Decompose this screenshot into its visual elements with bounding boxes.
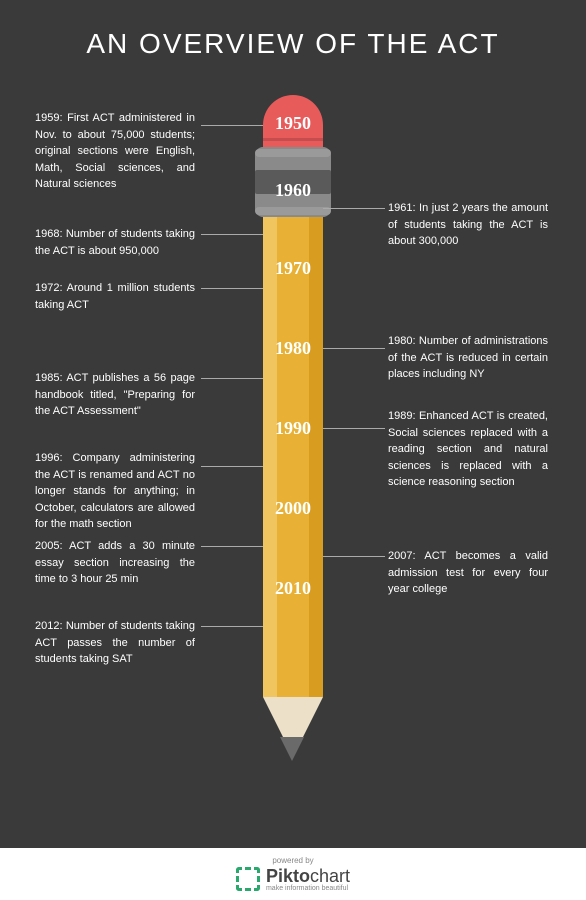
powered-by-label: powered by <box>272 856 313 865</box>
timeline-event: 2007: ACT becomes a valid admission test… <box>388 548 548 598</box>
connector-line <box>201 546 263 547</box>
connector-line <box>201 288 263 289</box>
connector-line <box>201 234 263 235</box>
decade-label: 1990 <box>263 418 323 439</box>
timeline-event: 1989: Enhanced ACT is created, Social sc… <box>388 408 548 491</box>
connector-line <box>201 125 263 126</box>
decade-label: 1950 <box>263 113 323 134</box>
decade-label: 2000 <box>263 498 323 519</box>
decade-label: 1980 <box>263 338 323 359</box>
connector-line <box>323 428 385 429</box>
timeline-event: 2012: Number of students taking ACT pass… <box>35 618 195 668</box>
connector-line <box>323 208 385 209</box>
brand-tagline: make information beautiful <box>266 885 350 892</box>
timeline-event: 1959: First ACT administered in Nov. to … <box>35 110 195 193</box>
connector-line <box>201 378 263 379</box>
connector-line <box>323 556 385 557</box>
brand: Piktochart make information beautiful <box>236 866 350 892</box>
decade-label: 2010 <box>263 578 323 599</box>
timeline-event: 1985: ACT publishes a 56 page handbook t… <box>35 370 195 420</box>
decade-label: 1960 <box>263 180 323 201</box>
connector-line <box>201 466 263 467</box>
page-title: AN OVERVIEW OF THE ACT <box>0 0 586 60</box>
timeline-event: 1968: Number of students taking the ACT … <box>35 226 195 259</box>
timeline-event: 1996: Company administering the ACT is r… <box>35 450 195 533</box>
brand-name: Piktochart <box>266 866 350 887</box>
pencil-shaft <box>263 217 323 697</box>
timeline-event: 1980: Number of administrations of the A… <box>388 333 548 383</box>
timeline-event: 1961: In just 2 years the amount of stud… <box>388 200 548 250</box>
connector-line <box>323 348 385 349</box>
pencil-tip-lead <box>280 737 304 761</box>
piktochart-logo-icon <box>236 867 260 891</box>
connector-line <box>201 626 263 627</box>
footer: powered by Piktochart make information b… <box>0 848 586 900</box>
decade-label: 1970 <box>263 258 323 279</box>
timeline-event: 2005: ACT adds a 30 minute essay section… <box>35 538 195 588</box>
timeline-event: 1972: Around 1 million students taking A… <box>35 280 195 313</box>
